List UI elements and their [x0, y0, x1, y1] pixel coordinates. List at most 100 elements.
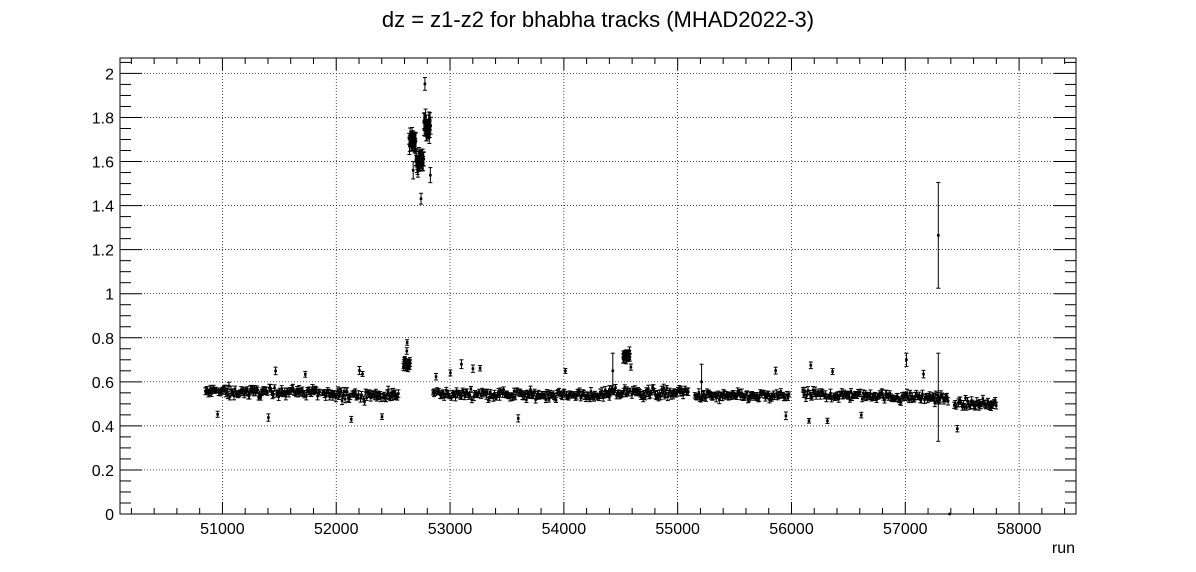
- data-point: [858, 388, 863, 396]
- data-point: [516, 414, 521, 423]
- data-point: [562, 388, 567, 398]
- data-point: [699, 363, 704, 400]
- data-point: [627, 387, 632, 394]
- x-tick-label: 52000: [314, 521, 359, 538]
- data-point: [404, 347, 409, 355]
- data-point: [696, 388, 701, 397]
- data-point: [679, 385, 684, 392]
- y-tick-label: 0: [105, 507, 114, 524]
- y-tick-label: 2: [105, 66, 114, 83]
- data-point: [546, 396, 551, 403]
- data-point: [643, 394, 648, 401]
- data-points: [203, 77, 999, 516]
- x-tick-label: 55000: [655, 521, 700, 538]
- x-tick-label: 57000: [883, 521, 928, 538]
- data-point: [936, 352, 941, 442]
- data-point: [349, 415, 354, 423]
- data-point: [428, 112, 433, 131]
- data-point: [931, 392, 936, 402]
- y-tick-label: 0.4: [92, 419, 114, 436]
- data-point: [408, 359, 413, 367]
- data-point: [859, 411, 864, 419]
- data-point: [467, 392, 472, 399]
- data-point: [225, 391, 230, 400]
- x-tick-label: 51000: [200, 521, 245, 538]
- data-point: [658, 391, 663, 401]
- data-point: [515, 387, 520, 396]
- x-tick-label: 54000: [542, 521, 587, 538]
- data-point: [627, 352, 632, 362]
- data-point: [360, 370, 365, 377]
- data-point: [265, 389, 270, 396]
- data-point: [808, 361, 813, 370]
- grid-lines: [120, 58, 1076, 514]
- data-point: [904, 352, 909, 367]
- data-point: [421, 151, 426, 167]
- data-point: [273, 366, 278, 376]
- y-tick-label: 1.6: [92, 155, 114, 172]
- data-point: [215, 410, 220, 418]
- data-point: [335, 386, 340, 394]
- data-point: [628, 363, 633, 371]
- data-point: [266, 413, 271, 422]
- data-point: [303, 370, 308, 378]
- data-point: [255, 386, 260, 394]
- data-point: [932, 398, 937, 408]
- data-point: [825, 417, 830, 424]
- data-point: [468, 385, 473, 392]
- axis-ticks: [120, 58, 1076, 515]
- data-point: [405, 339, 410, 346]
- data-point: [434, 372, 439, 381]
- data-point: [532, 388, 537, 395]
- y-tick-label: 1.4: [92, 199, 114, 216]
- x-tick-label: 56000: [769, 521, 814, 538]
- data-point: [936, 181, 941, 289]
- data-point: [379, 413, 384, 420]
- data-point: [805, 386, 810, 395]
- data-point: [422, 77, 427, 91]
- data-point: [523, 390, 528, 397]
- data-point: [428, 116, 433, 135]
- data-point: [920, 389, 925, 399]
- data-point: [448, 369, 453, 377]
- data-point: [459, 359, 464, 370]
- x-tick-label: 53000: [428, 521, 473, 538]
- y-tick-label: 1.2: [92, 243, 114, 260]
- data-point: [921, 369, 926, 379]
- plot-frame: [119, 57, 1077, 515]
- data-point: [302, 390, 307, 399]
- y-tick-label: 0.6: [92, 375, 114, 392]
- data-point: [622, 384, 627, 391]
- y-tick-label: 0.8: [92, 331, 114, 348]
- x-axis-title: run: [1052, 540, 1075, 557]
- data-point: [807, 417, 812, 424]
- chart-title: dz = z1-z2 for bhabha tracks (MHAD2022-3…: [382, 7, 814, 32]
- x-tick-label: 58000: [997, 521, 1042, 538]
- data-point: [610, 352, 615, 389]
- data-point: [946, 397, 951, 406]
- data-point: [478, 364, 483, 372]
- data-point: [955, 425, 960, 433]
- data-point: [357, 365, 362, 376]
- data-point: [428, 167, 433, 184]
- data-point: [470, 364, 475, 373]
- tick-labels: 51000 52000 53000 54000 55000 56000 57000 58000…: [92, 66, 1042, 538]
- data-point: [317, 388, 322, 396]
- data-point: [773, 366, 778, 375]
- data-point: [563, 368, 568, 374]
- data-point: [419, 192, 424, 205]
- data-point: [413, 132, 418, 150]
- data-point: [783, 411, 788, 421]
- data-point: [830, 368, 835, 376]
- data-point: [786, 391, 791, 398]
- data-point: [994, 401, 999, 410]
- y-tick-label: 0.2: [92, 463, 114, 480]
- y-tick-label: 1.8: [92, 110, 114, 127]
- data-point: [686, 387, 691, 397]
- data-point: [396, 389, 401, 398]
- y-tick-label: 1: [105, 287, 114, 304]
- data-point: [554, 396, 559, 403]
